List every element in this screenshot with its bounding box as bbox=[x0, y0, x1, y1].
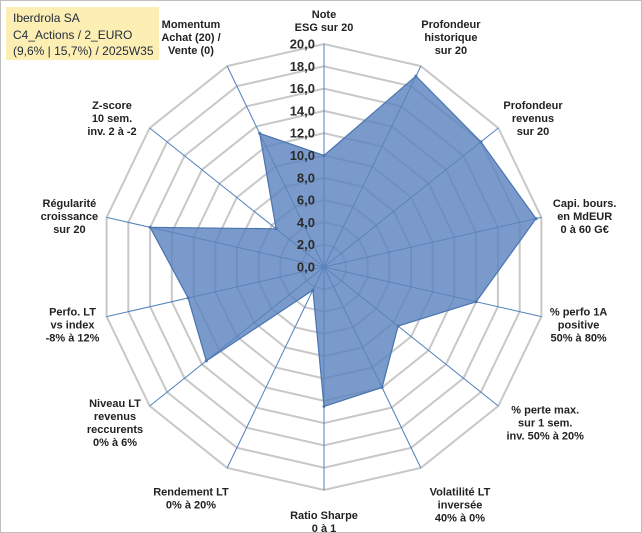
axis-label-line: revenus bbox=[94, 411, 136, 423]
axis-label-line: vs index bbox=[50, 320, 95, 332]
data-point bbox=[186, 296, 190, 300]
axis-label-group: % perte max.sur 1 sem.inv. 50% à 20% bbox=[506, 404, 584, 442]
axis-label-line: Profondeur bbox=[421, 19, 481, 31]
axis-label-line: revenus bbox=[512, 113, 554, 125]
tick-label: 2,0 bbox=[297, 237, 315, 252]
axis-label-line: Régularité bbox=[43, 198, 97, 210]
axis-label-line: Profondeur bbox=[503, 100, 563, 112]
axis-label-line: ESG sur 20 bbox=[295, 22, 354, 34]
axis-label-line: -8% à 12% bbox=[46, 333, 100, 345]
info-line-stats: (9,6% | 15,7%) / 2025W35 bbox=[13, 44, 154, 58]
axis-label-line: Ratio Sharpe bbox=[290, 510, 358, 522]
data-point bbox=[414, 74, 418, 78]
data-point bbox=[322, 154, 326, 157]
axis-label-line: Vente (0) bbox=[168, 45, 214, 57]
tick-label: 16,0 bbox=[290, 81, 315, 96]
axis-label-line: reccurents bbox=[87, 424, 143, 436]
tick-label: 0,0 bbox=[297, 260, 315, 275]
info-line-category: C4_Actions / 2_EURO bbox=[13, 27, 133, 42]
data-point bbox=[322, 404, 326, 408]
data-point bbox=[258, 131, 262, 135]
data-point bbox=[534, 217, 538, 221]
axis-label-line: 40% à 0% bbox=[435, 512, 485, 524]
tick-label: 6,0 bbox=[297, 193, 315, 208]
axis-label-line: 0 à 60 G€ bbox=[561, 224, 609, 236]
axis-label-line: inv. 50% à 20% bbox=[506, 430, 584, 442]
axis-label-line: 0% à 6% bbox=[93, 437, 137, 449]
axis-label-line: inversée bbox=[438, 499, 483, 511]
data-point bbox=[311, 288, 315, 292]
axis-label-line: en MdEUR bbox=[557, 211, 612, 223]
info-box: Iberdrola SA C4_Actions / 2_EURO (9,6% |… bbox=[6, 7, 159, 60]
spoke bbox=[226, 266, 325, 469]
data-point bbox=[396, 324, 400, 328]
axis-label-line: 0% à 20% bbox=[166, 499, 216, 511]
axis-label-line: sur 20 bbox=[517, 126, 549, 138]
axis-label-line: croissance bbox=[41, 211, 98, 223]
axis-label-line: Achat (20) / bbox=[161, 32, 220, 44]
axis-label-line: Volatilité LT bbox=[430, 486, 491, 498]
axis-label-line: Momentum bbox=[162, 19, 221, 31]
axis-label-line: inv. 2 à -2 bbox=[87, 126, 136, 138]
info-line-company: Iberdrola SA bbox=[13, 11, 80, 25]
data-point bbox=[204, 359, 208, 363]
series-area bbox=[149, 75, 537, 408]
tick-label: 8,0 bbox=[297, 170, 315, 185]
axis-label-line: positive bbox=[558, 320, 600, 332]
axis-label-line: % perfo 1A bbox=[550, 307, 608, 319]
data-point bbox=[479, 140, 483, 144]
axis-label-line: sur 20 bbox=[435, 45, 467, 57]
axis-label-line: sur 20 bbox=[53, 224, 85, 236]
axis-label-line: Note bbox=[312, 9, 336, 21]
axis-label-line: Rendement LT bbox=[153, 486, 229, 498]
tick-label: 10,0 bbox=[290, 148, 315, 163]
data-point bbox=[148, 225, 152, 229]
tick-label: 20,0 bbox=[290, 37, 315, 52]
axis-label-line: Capi. bours. bbox=[553, 198, 617, 210]
tick-label: 18,0 bbox=[290, 59, 315, 74]
tick-label: 12,0 bbox=[290, 126, 315, 141]
axis-label-line: 0 à 1 bbox=[312, 523, 336, 532]
axis-label-line: historique bbox=[424, 32, 477, 44]
axis-label-group: Rendement LT0% à 20% bbox=[153, 486, 229, 511]
axis-label-line: Niveau LT bbox=[89, 398, 141, 410]
axis-label-line: Perfo. LT bbox=[49, 307, 96, 319]
axis-label-line: sur 1 sem. bbox=[518, 417, 572, 429]
axis-label-line: 50% à 80% bbox=[550, 333, 606, 345]
data-point bbox=[274, 227, 278, 231]
axis-label-line: Z-score bbox=[92, 100, 132, 112]
tick-label: 14,0 bbox=[290, 103, 315, 118]
data-point bbox=[380, 386, 384, 389]
tick-label: 4,0 bbox=[297, 215, 315, 230]
axis-label-line: % perte max. bbox=[511, 404, 579, 416]
axis-label-line: 10 sem. bbox=[92, 113, 132, 125]
data-point bbox=[474, 300, 478, 304]
